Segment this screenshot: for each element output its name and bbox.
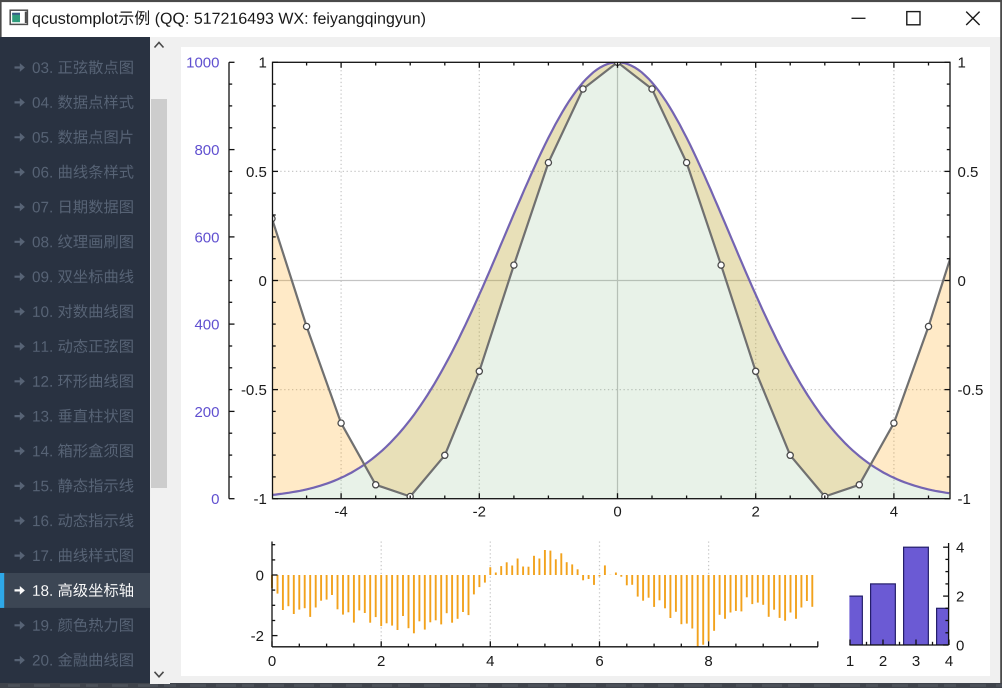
svg-text:0: 0 (256, 567, 264, 584)
svg-text:2: 2 (879, 653, 887, 670)
svg-text:-0.5: -0.5 (958, 382, 984, 399)
svg-text:600: 600 (194, 229, 219, 246)
svg-text:2: 2 (752, 504, 760, 521)
svg-text:-1: -1 (253, 491, 266, 508)
svg-text:4: 4 (486, 653, 494, 670)
svg-text:6: 6 (595, 653, 603, 670)
svg-text:0: 0 (613, 504, 621, 521)
svg-text:1: 1 (846, 653, 854, 670)
svg-text:-4: -4 (334, 504, 347, 521)
svg-text:-2: -2 (473, 504, 486, 521)
svg-text:1: 1 (258, 55, 266, 72)
svg-text:0: 0 (268, 653, 276, 670)
svg-text:8: 8 (704, 653, 712, 670)
svg-text:800: 800 (194, 142, 219, 159)
svg-text:200: 200 (194, 404, 219, 421)
svg-text:-1: -1 (958, 491, 971, 508)
svg-text:-2: -2 (251, 628, 264, 645)
svg-text:1: 1 (958, 55, 966, 72)
svg-text:4: 4 (956, 540, 964, 557)
svg-text:0.5: 0.5 (958, 164, 979, 181)
svg-text:0: 0 (211, 491, 219, 508)
svg-text:0: 0 (956, 637, 964, 654)
svg-text:2: 2 (956, 589, 964, 606)
svg-text:0: 0 (258, 273, 266, 290)
svg-text:0: 0 (958, 273, 966, 290)
svg-text:-0.5: -0.5 (241, 382, 267, 399)
svg-text:4: 4 (890, 504, 898, 521)
svg-text:2: 2 (377, 653, 385, 670)
svg-text:1000: 1000 (186, 55, 219, 72)
svg-text:3: 3 (912, 653, 920, 670)
svg-text:0.5: 0.5 (246, 164, 267, 181)
svg-text:400: 400 (194, 317, 219, 334)
svg-text:4: 4 (945, 653, 953, 670)
